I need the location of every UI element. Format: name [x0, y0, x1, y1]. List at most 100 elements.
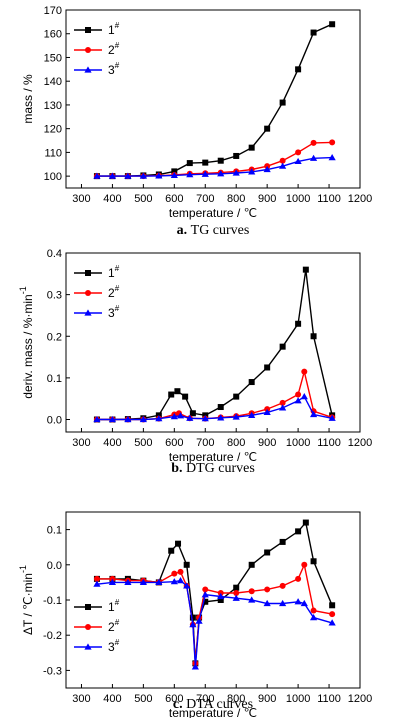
data-point — [295, 320, 302, 327]
legend-label: 1# — [108, 21, 120, 37]
plot-frame — [65, 9, 361, 189]
data-point — [177, 568, 184, 575]
data-point — [201, 415, 209, 422]
data-point — [279, 538, 286, 545]
data-point — [176, 577, 185, 584]
y-tick-label: 170 — [44, 5, 62, 17]
x-tick-label: 1100 — [317, 437, 341, 449]
y-tick-label: 0.3 — [47, 290, 62, 302]
data-point — [233, 152, 240, 159]
x-tick-label: 1100 — [317, 693, 341, 705]
chart-1: 300 400 500 600 700 800 900 1000 1100 1200 100 110 1… — [21, 5, 372, 238]
data-point — [263, 165, 271, 173]
data-point — [309, 410, 318, 418]
x-tick-label: 400 — [103, 693, 121, 705]
data-point — [202, 586, 209, 593]
data-point — [264, 125, 271, 132]
legend-marker — [85, 290, 91, 296]
x-tick-label: 600 — [165, 693, 183, 705]
data-point — [124, 415, 132, 423]
data-point — [329, 21, 336, 28]
data-point — [170, 171, 178, 179]
data-point — [300, 599, 308, 607]
data-point — [279, 343, 286, 350]
x-tick-label: 400 — [103, 193, 121, 205]
data-point — [155, 415, 163, 422]
data-point — [279, 162, 287, 169]
x-tick-label: 400 — [103, 437, 121, 449]
data-point — [183, 561, 190, 568]
x-tick-label: 500 — [134, 193, 152, 205]
y-tick-label: 0.1 — [47, 373, 62, 385]
data-point — [168, 547, 175, 554]
x-tick-label: 600 — [165, 437, 183, 449]
x-tick-label: 800 — [227, 693, 245, 705]
x-axis-label: temperature / ℃ — [169, 206, 257, 220]
data-point — [186, 414, 194, 421]
data-point — [217, 157, 224, 164]
x-tick-label: 1200 — [348, 193, 372, 205]
data-point — [139, 415, 147, 423]
data-point — [310, 333, 317, 340]
legend-marker — [85, 27, 91, 33]
x-tick-label: 900 — [258, 193, 276, 205]
data-point — [264, 586, 271, 593]
legend: 1# 2# 3# — [74, 264, 120, 320]
legend-label: 3# — [108, 638, 120, 654]
data-point — [175, 540, 182, 547]
series-3 — [93, 393, 336, 423]
legend-marker — [85, 47, 91, 53]
data-point — [139, 578, 147, 585]
data-point — [217, 404, 224, 411]
data-point — [295, 575, 302, 582]
chart-3: 300 400 500 600 700 800 900 1000 1100 1200 -0.3 -0.… — [18, 511, 372, 718]
data-point — [263, 408, 271, 416]
y-axis-label: deriv. mass / %·min-1 — [18, 286, 35, 398]
data-point — [217, 597, 224, 603]
series-line — [96, 156, 333, 177]
y-tick-label: 160 — [44, 29, 62, 41]
data-point — [300, 393, 308, 400]
x-tick-label: 700 — [196, 693, 214, 705]
data-point — [202, 159, 209, 166]
data-point — [186, 160, 193, 167]
data-point — [248, 588, 255, 595]
y-tick-label: 0.4 — [47, 248, 62, 260]
y-tick-label: 0.1 — [47, 525, 62, 537]
data-point — [189, 410, 196, 417]
data-point — [248, 561, 255, 568]
legend-label: 2# — [108, 618, 120, 634]
series-line — [96, 521, 333, 664]
data-point — [186, 171, 194, 178]
x-tick-label: 1000 — [286, 193, 310, 205]
chart-2: 300 400 500 600 700 800 900 1000 1100 1200 0.0 0.1 0… — [18, 248, 372, 476]
legend-marker — [85, 270, 91, 276]
y-tick-label: 100 — [44, 171, 62, 183]
data-point — [93, 575, 100, 582]
data-point — [310, 139, 317, 146]
x-axis-label: temperature / ℃ — [169, 706, 257, 718]
x-tick-label: 1000 — [286, 437, 310, 449]
data-point — [328, 154, 336, 161]
data-point — [108, 578, 117, 585]
plot-frame — [65, 252, 361, 433]
y-tick-label: 0.2 — [47, 331, 62, 343]
data-point — [232, 594, 240, 601]
series-line — [96, 579, 333, 667]
y-tick-label: 0.0 — [47, 415, 62, 427]
data-point — [182, 393, 189, 400]
data-point — [279, 404, 287, 411]
y-tick-label: -0.1 — [43, 595, 62, 607]
data-point — [279, 99, 286, 106]
y-axis-label: ΔT / ℃·min-1 — [18, 565, 35, 635]
x-tick-label: 1100 — [317, 193, 341, 205]
data-point — [248, 144, 255, 151]
legend-label: 3# — [108, 61, 120, 77]
data-point — [295, 528, 302, 535]
data-point — [301, 368, 308, 375]
data-point — [294, 157, 302, 165]
data-point — [191, 663, 199, 670]
data-point — [217, 170, 225, 177]
data-point — [263, 599, 271, 607]
